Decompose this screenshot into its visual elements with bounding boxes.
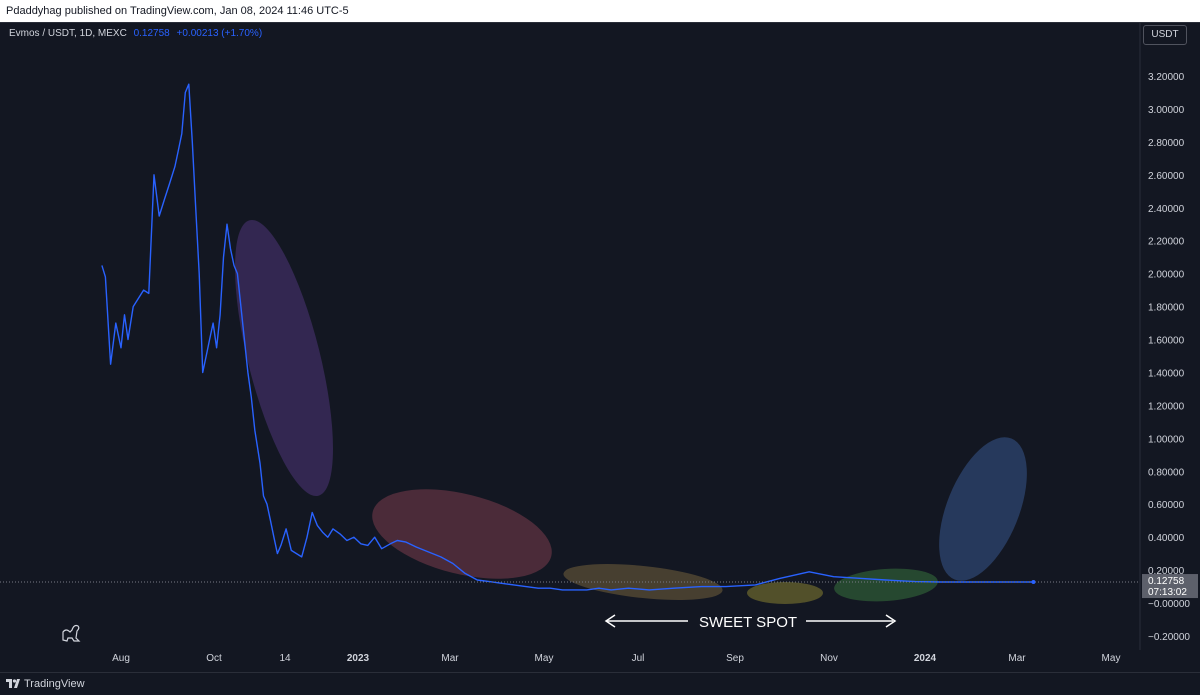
- x-tick-label: Mar: [441, 653, 459, 664]
- y-tick-label: 1.00000: [1148, 434, 1185, 445]
- y-tick-label: 2.20000: [1148, 237, 1185, 248]
- publish-text: Pdaddyhag published on TradingView.com, …: [6, 5, 349, 17]
- x-tick-label: Jul: [632, 653, 645, 664]
- y-tick-label: 0.60000: [1148, 500, 1185, 511]
- y-tick-label: 2.80000: [1148, 138, 1185, 149]
- x-tick-label: Oct: [206, 653, 222, 664]
- y-tick-label: 0.20000: [1148, 566, 1185, 577]
- price-chart[interactable]: 3.20000 3.00000 2.80000 2.60000 2.40000 2.200…: [0, 22, 1200, 672]
- legend-price: 0.12758: [133, 28, 170, 39]
- ellipse-highlight-red: [372, 489, 552, 579]
- y-tick-label: 1.40000: [1148, 368, 1185, 379]
- y-tick-label: 1.20000: [1148, 401, 1185, 412]
- dinosaur-logo-icon: [62, 624, 81, 642]
- x-tick-label: Nov: [820, 653, 838, 664]
- y-tick-label: 2.00000: [1148, 270, 1185, 281]
- currency-button[interactable]: USDT: [1143, 25, 1187, 45]
- price-series-line: [101, 83, 1034, 591]
- ellipse-highlight-purple: [235, 219, 333, 497]
- x-tick-label: Mar: [1008, 653, 1026, 664]
- y-tick-label: 2.40000: [1148, 204, 1185, 215]
- x-tick-label: 2024: [914, 653, 937, 664]
- publish-header: Pdaddyhag published on TradingView.com, …: [0, 0, 1200, 22]
- y-tick-label: −0.20000: [1148, 632, 1190, 643]
- footer-bar: TradingView: [0, 672, 1200, 695]
- price-badge: [1142, 574, 1198, 599]
- ellipse-highlight-blue: [939, 437, 1027, 581]
- x-tick-label: 14: [279, 653, 291, 664]
- chart-area[interactable]: [0, 22, 1200, 672]
- symbol-label: Evmos / USDT, 1D, MEXC: [9, 28, 127, 39]
- symbol-legend: Evmos / USDT, 1D, MEXC 0.12758 +0.00213 …: [9, 28, 262, 39]
- sweet-spot-label: SWEET SPOT: [699, 614, 797, 631]
- ellipse-highlight-green: [834, 568, 938, 602]
- footer-brand: TradingView: [24, 678, 85, 690]
- y-tick-label: 2.60000: [1148, 171, 1185, 182]
- legend-change: +0.00213 (+1.70%): [176, 28, 263, 39]
- last-price-point: [1031, 580, 1036, 585]
- x-tick-label: Sep: [726, 653, 744, 664]
- y-tick-label: 3.20000: [1148, 72, 1185, 83]
- y-tick-label: 0.40000: [1148, 533, 1185, 544]
- arrow-right-head-icon: [885, 614, 897, 628]
- arrow-left-head-icon: [604, 614, 616, 628]
- x-tick-label: 2023: [347, 653, 370, 664]
- price-badge-countdown: 07:13:02: [1148, 587, 1187, 598]
- y-tick-label: 3.00000: [1148, 105, 1185, 116]
- tradingview-logo-icon: [6, 679, 20, 688]
- ellipse-highlight-yellow: [747, 582, 823, 604]
- x-tick-label: Aug: [112, 653, 130, 664]
- x-tick-label: May: [535, 653, 554, 664]
- y-tick-label: 0.80000: [1148, 467, 1185, 478]
- y-tick-label: −0.00000: [1148, 599, 1190, 610]
- x-tick-label: May: [1102, 653, 1121, 664]
- y-tick-label: 1.60000: [1148, 336, 1185, 347]
- price-badge-value: 0.12758: [1148, 576, 1185, 587]
- y-tick-label: 1.80000: [1148, 303, 1185, 314]
